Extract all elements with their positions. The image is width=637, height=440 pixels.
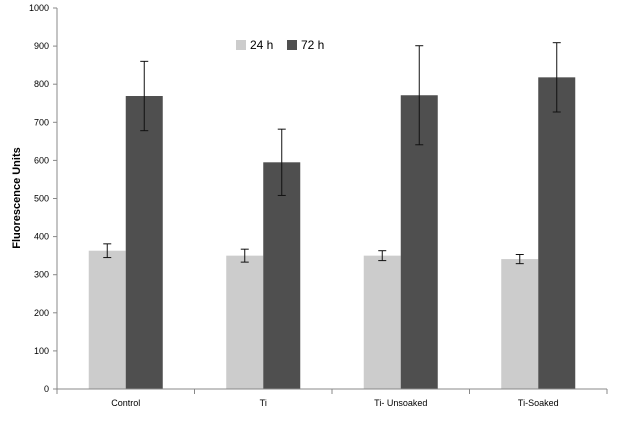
y-tick-label: 300	[34, 270, 49, 280]
legend-swatch	[236, 40, 246, 50]
y-tick-label: 700	[34, 117, 49, 127]
legend-label: 72 h	[301, 38, 324, 52]
y-axis-title: Fluorescence Units	[11, 147, 23, 248]
legend-label: 24 h	[250, 38, 273, 52]
bar-24h-0	[88, 250, 126, 389]
axes	[56, 8, 608, 394]
x-tick-label: Ti-Soaked	[518, 398, 559, 408]
y-tick-label: 200	[34, 308, 49, 318]
error-bars	[103, 42, 561, 265]
x-tick-label: Control	[111, 398, 140, 408]
y-tick-label: 500	[34, 194, 49, 204]
bar-72h-0	[125, 96, 163, 390]
x-tick-label: Ti	[260, 398, 267, 408]
bar-72h-1	[263, 162, 301, 389]
category-labels: Control Ti Ti- Unsoaked Ti-Soaked	[111, 398, 558, 408]
legend: 24 h 72 h	[236, 38, 324, 52]
bars	[88, 77, 576, 390]
bar-24h-2	[363, 255, 401, 389]
y-tick-label: 0	[44, 384, 49, 394]
y-tick-label: 100	[34, 346, 49, 356]
x-tick-label: Ti- Unsoaked	[374, 398, 427, 408]
y-tick-label: 400	[34, 232, 49, 242]
bar-24h-1	[226, 255, 264, 389]
y-tick-label: 900	[34, 41, 49, 51]
y-tick-label: 800	[34, 79, 49, 89]
bar-24h-3	[501, 259, 539, 389]
y-axis-ticks: 0 100 200 300 400 500 600 700 800 900 1000	[29, 3, 57, 394]
legend-swatch	[287, 40, 297, 50]
bar-72h-3	[538, 77, 576, 389]
y-tick-label: 1000	[29, 3, 49, 13]
y-tick-label: 600	[34, 155, 49, 165]
